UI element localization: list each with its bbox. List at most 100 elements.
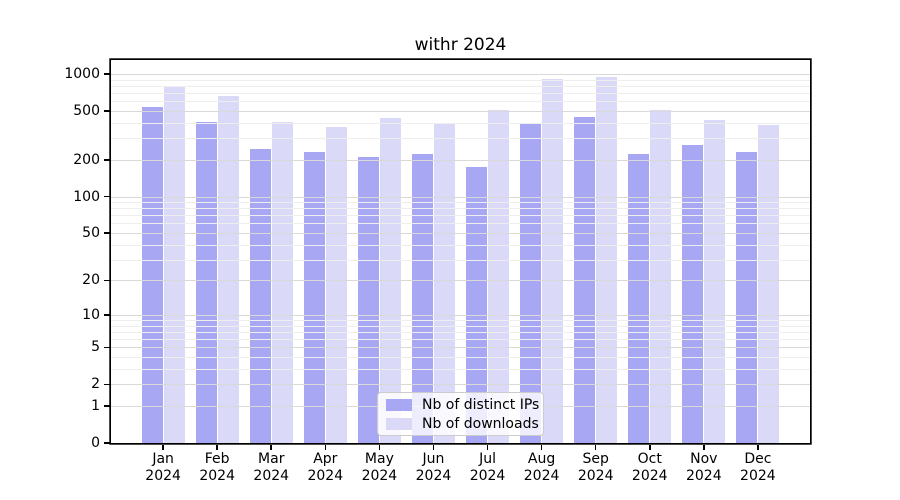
x-axis-year-jun: 2024 (415, 468, 452, 484)
legend-swatch-downloads (386, 417, 412, 430)
x-axis-tick-dec (757, 444, 759, 450)
gridline-major-1000 (111, 74, 810, 75)
y-axis-tick-100 (104, 195, 110, 198)
x-axis-tick-label-oct: Oct 2024 (618, 451, 682, 485)
x-axis-tick-nov (703, 444, 705, 450)
chart-title: withr 2024 (414, 35, 507, 55)
gridline-minor-60 (111, 223, 810, 225)
x-axis-month-dec: Dec (744, 451, 772, 467)
gridline-minor-6 (111, 339, 810, 341)
x-axis-year-aug: 2024 (523, 468, 560, 484)
x-axis-tick-label-mar: Mar 2024 (239, 451, 303, 485)
bar-downloads-oct (650, 110, 672, 443)
y-axis-tick-label-5: 5 (91, 339, 100, 356)
bar-downloads-jan (163, 85, 185, 443)
bar-distinct-ips-nov (682, 144, 704, 443)
bar-downloads-dec (758, 124, 780, 443)
x-axis-month-jun: Jun (422, 451, 445, 467)
gridline-minor-800 (111, 85, 810, 87)
gridline-major-5 (111, 347, 810, 349)
gridline-major-2 (111, 384, 810, 386)
y-axis-tick-label-100: 100 (73, 188, 100, 205)
x-axis-month-sep: Sep (582, 451, 609, 467)
bar-distinct-ips-mar (249, 148, 271, 443)
gridline-minor-40 (111, 244, 810, 246)
bar-downloads-jul (488, 110, 510, 443)
x-axis-month-aug: Aug (527, 451, 556, 467)
x-axis-tick-label-aug: Aug 2024 (510, 451, 574, 485)
bar-downloads-nov (704, 120, 726, 443)
gridline-minor-900 (111, 79, 810, 81)
x-axis-month-apr: Apr (313, 451, 338, 467)
x-axis-tick-label-jul: Jul 2024 (456, 451, 520, 485)
legend-item-downloads: Nb of downloads (378, 416, 543, 432)
x-axis-tick-label-feb: Feb 2024 (185, 451, 249, 485)
gridline-minor-700 (111, 93, 810, 95)
bar-distinct-ips-jul (466, 166, 488, 443)
gridline-minor-30 (111, 259, 810, 261)
gridline-minor-70 (111, 215, 810, 217)
y-axis-tick-label-20: 20 (82, 272, 100, 289)
y-axis-tick-label-200: 200 (73, 151, 100, 168)
y-axis-tick-label-1: 1 (91, 397, 100, 414)
gridline-major-500 (111, 110, 810, 112)
gridline-minor-4 (111, 357, 810, 359)
y-axis-tick-10 (104, 314, 110, 316)
x-axis-tick-label-apr: Apr 2024 (293, 451, 357, 485)
bar-distinct-ips-aug (520, 124, 542, 443)
x-axis-tick-label-may: May 2024 (347, 451, 411, 485)
x-axis-tick-oct (648, 444, 651, 450)
bar-distinct-ips-sep (574, 116, 596, 443)
y-axis-tick-1000 (104, 73, 110, 75)
x-axis-year-may: 2024 (361, 468, 398, 484)
legend-label-downloads: Nb of downloads (422, 415, 539, 432)
gridline-minor-8 (111, 325, 810, 327)
y-axis-tick-1 (104, 405, 110, 407)
x-axis-tick-apr (324, 444, 327, 450)
x-axis-tick-aug (540, 444, 543, 450)
x-axis-tick-label-dec: Dec 2024 (726, 451, 790, 485)
y-axis-tick-5 (104, 346, 110, 349)
bar-distinct-ips-jun (411, 153, 433, 443)
x-axis-year-sep: 2024 (577, 468, 614, 484)
x-axis-tick-jun (432, 444, 435, 450)
x-axis-tick-sep (594, 444, 597, 450)
x-axis-year-apr: 2024 (307, 468, 344, 484)
x-axis-year-mar: 2024 (253, 468, 290, 484)
legend-swatch-distinct-ips (386, 398, 412, 411)
y-axis-tick-0 (104, 442, 110, 444)
bar-distinct-ips-dec (736, 152, 758, 443)
y-axis-tick-label-10: 10 (82, 306, 100, 323)
x-axis-tick-jan (162, 444, 164, 450)
y-axis-tick-2 (104, 383, 110, 386)
bar-downloads-jun (433, 123, 455, 443)
bar-distinct-ips-apr (303, 152, 325, 443)
legend-label-distinct-ips: Nb of distinct IPs (422, 396, 540, 413)
bar-downloads-apr (325, 127, 347, 443)
x-axis-tick-label-sep: Sep 2024 (564, 451, 628, 485)
gridline-major-200 (111, 159, 810, 161)
x-axis-month-jan: Jan (152, 451, 174, 467)
gridline-minor-7 (111, 331, 810, 333)
x-axis-year-dec: 2024 (740, 468, 776, 484)
y-axis-tick-50 (104, 232, 110, 234)
bar-distinct-ips-jan (141, 107, 163, 443)
x-axis-month-nov: Nov (690, 451, 718, 467)
x-axis-month-may: May (364, 451, 394, 467)
gridline-minor-300 (111, 138, 810, 140)
x-axis-tick-jul (486, 444, 489, 450)
plot-area (111, 60, 810, 443)
x-axis-tick-label-nov: Nov 2024 (672, 451, 736, 485)
x-axis-year-jan: 2024 (145, 468, 181, 484)
x-axis-year-oct: 2024 (631, 468, 668, 484)
gridline-major-50 (111, 232, 810, 234)
bar-downloads-feb (217, 96, 239, 443)
y-axis-tick-label-0: 0 (91, 435, 100, 451)
gridline-minor-9 (111, 320, 810, 322)
x-axis-tick-label-jun: Jun 2024 (401, 451, 465, 485)
x-axis-month-mar: Mar (258, 451, 285, 467)
bar-distinct-ips-may (357, 157, 379, 443)
x-axis-tick-label-jan: Jan 2024 (131, 451, 195, 485)
x-axis-tick-mar (270, 444, 273, 450)
